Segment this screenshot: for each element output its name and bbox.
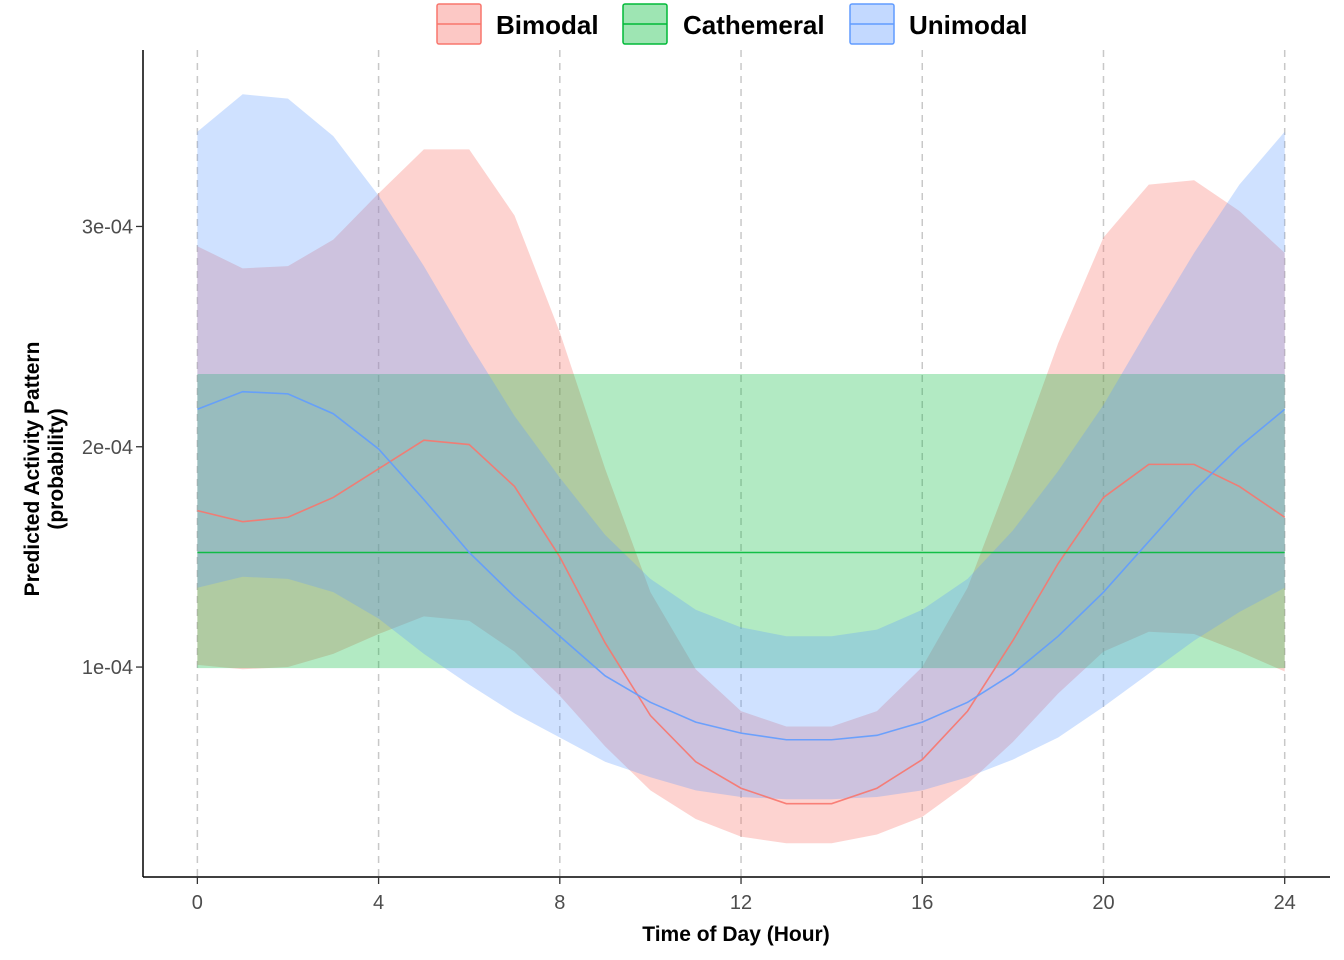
gridlines (196, 50, 1286, 877)
unimodal-legend-label: Unimodal (909, 10, 1027, 40)
y-tick-label-2: 3e-04 (82, 216, 133, 238)
x-tick-label-4: 4 (373, 892, 384, 914)
bimodal-ribbon (197, 149, 1285, 844)
mean-lines (197, 390, 1286, 805)
y-axis-ticks: 1e-04 2e-04 3e-04 (82, 216, 143, 679)
y-tick-label-0: 1e-04 (82, 657, 133, 679)
bimodal-legend-label: Bimodal (496, 10, 599, 40)
x-tick-label-8: 8 (554, 892, 565, 914)
cathemeral-ribbon (197, 374, 1285, 669)
y-axis-title: Predicted Activity Pattern (probability) (21, 342, 68, 597)
x-axis-title: Time of Day (Hour) (642, 923, 829, 946)
y-axis-title-line2: (probability) (45, 408, 68, 529)
legend-item-bimodal: Bimodal (436, 3, 599, 45)
x-tick-label-16: 16 (911, 892, 933, 914)
confidence-ribbons (197, 94, 1285, 844)
unimodal-ribbon (197, 94, 1285, 800)
x-axis-ticks: 0 4 8 12 16 20 24 (192, 877, 1296, 914)
legend: Bimodal Cathemeral Unimodal (436, 3, 1027, 45)
x-tick-label-24: 24 (1274, 892, 1296, 914)
legend-item-unimodal: Unimodal (849, 3, 1027, 45)
cathemeral-legend-label: Cathemeral (683, 10, 825, 40)
y-tick-label-1: 2e-04 (82, 437, 133, 459)
y-axis-title-line1: Predicted Activity Pattern (21, 342, 44, 597)
unimodal-mean-line (197, 390, 1286, 741)
axes: 0 4 8 12 16 20 24 1e-04 2e-04 3e-04 (82, 50, 1330, 914)
x-tick-label-20: 20 (1092, 892, 1114, 914)
x-tick-label-12: 12 (730, 892, 752, 914)
legend-item-cathemeral: Cathemeral (622, 3, 825, 45)
x-tick-label-0: 0 (192, 892, 203, 914)
bimodal-mean-line (197, 439, 1286, 805)
